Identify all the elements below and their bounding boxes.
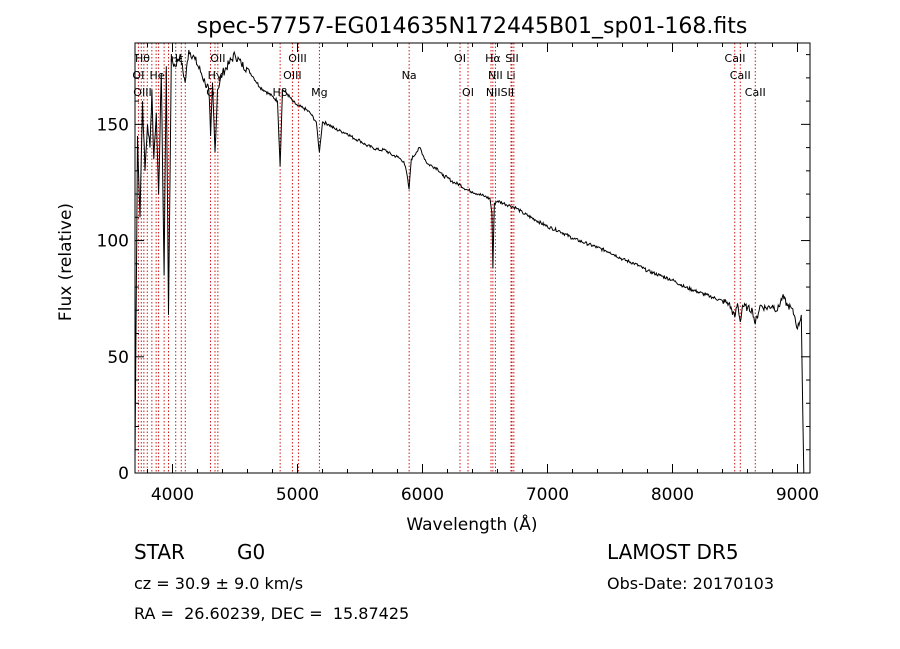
x-axis: 4000 5000 6000 7000 8000 9000 (147, 43, 819, 505)
line-label: Na (402, 69, 417, 82)
line-label: Hβ (272, 86, 287, 99)
x-axis-label: Wavelength (Å) (406, 513, 537, 535)
line-label: Hθ (135, 52, 150, 65)
x-tick-label: 9000 (776, 485, 819, 505)
line-label: OIII (133, 86, 151, 99)
y-axis: 0 50 100 150 (97, 54, 810, 484)
line-label: CaII (745, 86, 766, 99)
line-label: G (206, 86, 215, 99)
line-label: OIII (283, 69, 301, 82)
object-subclass: G0 (237, 540, 266, 564)
spectrum-line (134, 49, 805, 474)
line-label: Mg (311, 86, 327, 99)
observation-date: Obs-Date: 20170103 (607, 574, 775, 593)
line-label: Li (506, 69, 515, 82)
line-label: OI (132, 69, 144, 82)
x-tick-label: 7000 (526, 485, 569, 505)
x-tick-label: 4000 (151, 485, 194, 505)
spectrum-series (134, 49, 805, 474)
line-label: CaII (725, 52, 746, 65)
line-label: Hα (485, 52, 501, 65)
line-label: OI (462, 86, 474, 99)
plot-frame (134, 42, 811, 474)
line-label: OIII (288, 52, 306, 65)
y-tick-label: 0 (118, 464, 129, 484)
line-label: OII (210, 52, 225, 65)
line-label: HeI (149, 69, 167, 82)
x-tick-label: 5000 (276, 485, 319, 505)
line-label: SII (505, 52, 518, 65)
chart-title: spec-57757-EG014635N172445B01_sp01-168.f… (197, 14, 748, 39)
line-label: NIISII (486, 86, 514, 99)
survey-name: LAMOST DR5 (607, 540, 739, 564)
y-axis-label: Flux (relative) (56, 203, 76, 321)
object-class: STAR (134, 540, 185, 564)
sky-coordinates: RA = 26.60239, DEC = 15.87425 (134, 604, 410, 623)
line-label: CaII (730, 69, 751, 82)
redshift-velocity: cz = 30.9 ± 9.0 km/s (134, 574, 304, 593)
spectral-line-markers (137, 43, 756, 473)
y-tick-label: 150 (97, 115, 129, 135)
line-label: Hγ (208, 69, 223, 82)
line-label: NII (488, 69, 503, 82)
y-tick-label: 100 (97, 232, 129, 252)
y-tick-label: 50 (107, 348, 129, 368)
line-label: OI (454, 52, 466, 65)
x-tick-label: 6000 (401, 485, 444, 505)
x-tick-label: 8000 (651, 485, 694, 505)
